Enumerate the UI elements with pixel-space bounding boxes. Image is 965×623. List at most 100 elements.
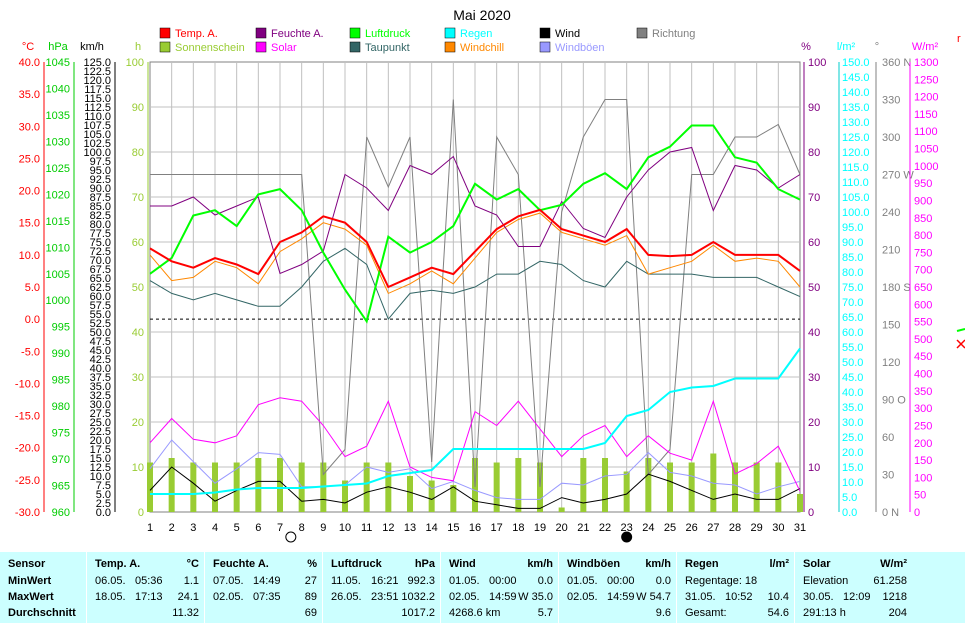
axis-tick-wind: 110.0 [84,111,111,123]
x-tick-label: 8 [299,522,305,534]
axis-tick-rain: 0.0 [842,507,857,519]
axis-tick-solar: 700 [914,265,932,277]
axis-tick-wind: 55.0 [90,309,111,321]
axis-tick-sun: 40 [132,327,144,339]
axis-tick-wind: 100.0 [83,147,111,159]
axis-tick-rain: 125.0 [842,132,870,144]
legend-label: Luftdruck [365,28,411,40]
rain-total-value: 54.6 [767,607,789,619]
axis-tick-solar: 150 [914,455,932,467]
axis-tick-solar: 250 [914,420,932,432]
hum-max-date: 02.05. [213,591,244,603]
axis-tick-temp: -5.0 [21,346,40,358]
axis-tick-wind: 122.5 [83,66,111,78]
axis-tick-rain: 5.0 [842,492,857,504]
axis-tick-sun: 50 [132,282,144,294]
temp-avg-value: 11.32 [172,607,199,619]
legend-label: Temp. A. [175,28,218,40]
axis-tick-solar: 800 [914,230,932,242]
sunshine-bar [558,507,565,512]
stats-unit-rain: l/m² [769,558,789,570]
legend-swatch [444,41,456,53]
sunshine-bar [493,462,500,512]
axis-tick-solar: 500 [914,334,932,346]
stats-col-rain: Regen l/m² Regentage: 18 31.05. 10:52 10… [676,552,795,623]
axis-tick-solar: 750 [914,247,932,259]
axis-tick-wind: 112.5 [84,102,111,114]
x-tick-label: 10 [339,522,351,534]
axis-tick-press: 1010 [46,242,70,254]
axis-tick-wind: 27.5 [90,408,111,420]
axis-tick-temp: -15.0 [15,411,40,423]
x-tick-label: 5 [234,522,240,534]
axis-unit-press: hPa [48,41,68,53]
axis-tick-hum: 10 [808,462,820,474]
axis-tick-wind: 70.0 [90,255,111,267]
axis-tick-solar: 1300 [914,57,938,69]
sunshine-bar [147,462,153,512]
axis-tick-dir: 330 [882,95,900,107]
axis-tick-wind: 77.5 [90,228,111,240]
row-label-avg: Durchschnitt [8,607,76,619]
axis-tick-hum: 90 [808,102,820,114]
axis-unit-hum: % [801,41,811,53]
axis-tick-press: 1030 [46,136,70,148]
axis-tick-hum: 60 [808,237,820,249]
gust-avg-value: 9.6 [655,607,671,619]
solar-elevation-label: Elevation [803,575,849,587]
axis-tick-wind: 42.5 [90,354,111,366]
solar-elevation-value: 61.258 [873,575,907,587]
axis-tick-solar: 1150 [914,109,938,121]
axis-unit-temp: °C [22,41,34,53]
axis-tick-solar: 650 [914,282,932,294]
x-tick-label: 22 [599,522,611,534]
axis-tick-press: 970 [52,454,70,466]
axis-tick-hum: 80 [808,147,820,159]
axis-tick-solar: 850 [914,213,932,225]
stats-col-wind: Wind km/h 01.05. 00:00 0.0 02.05. 14:59 … [440,552,559,623]
x-tick-label: 4 [212,522,218,534]
x-tick-label: 18 [512,522,524,534]
axis-tick-solar: 900 [914,195,932,207]
axis-tick-solar: 1000 [914,161,938,173]
axis-tick-dir: 210 [882,245,900,257]
axis-tick-press: 1045 [46,57,70,69]
stats-head-gusts: Windböen [567,558,621,570]
moon-phase-new [621,531,633,543]
axis-tick-rain: 135.0 [842,102,870,114]
axis-tick-sun: 10 [132,462,144,474]
legend-swatch [255,27,267,39]
axis-tick-solar: 450 [914,351,932,363]
temp-min-date: 06.05. [95,575,126,587]
axis-tick-wind: 50.0 [90,327,111,339]
wind-avg-value: 5.7 [537,607,553,619]
sunshine-bar [537,462,543,512]
axis-unit-wind: km/h [80,41,104,53]
axis-tick-wind: 115.0 [84,93,111,105]
x-tick-label: 27 [707,522,719,534]
rain-max-date: 31.05. [685,591,716,603]
solar-sunshine-hours: 291:13 h [803,607,846,619]
axis-tick-rain: 140.0 [842,87,870,99]
x-tick-label: 21 [577,522,589,534]
axis-tick-solar: 350 [914,386,932,398]
x-tick-label: 16 [469,522,481,534]
press-max-value: 1032.2 [401,591,435,603]
axis-tick-hum: 100 [808,57,826,69]
axis-tick-rain: 145.0 [842,72,870,84]
hum-max-value: 89 [304,591,317,603]
hum-avg-value: 69 [304,607,317,619]
sunshine-bar [212,462,218,512]
axis-tick-rain: 130.0 [842,117,870,129]
sunshine-bar [732,462,738,512]
axis-unit-rain: l/m² [837,41,856,53]
axis-tick-press: 980 [52,401,70,413]
sunshine-bar [645,458,652,512]
axis-tick-wind: 35.0 [90,381,111,393]
axis-tick-solar: 300 [914,403,932,415]
axis-tick-temp: 5.0 [25,282,40,294]
gust-min-date: 01.05. [567,575,598,587]
axis-tick-press: 1025 [46,163,70,175]
sunshine-bar [363,462,370,512]
sunshine-bar [233,462,240,512]
